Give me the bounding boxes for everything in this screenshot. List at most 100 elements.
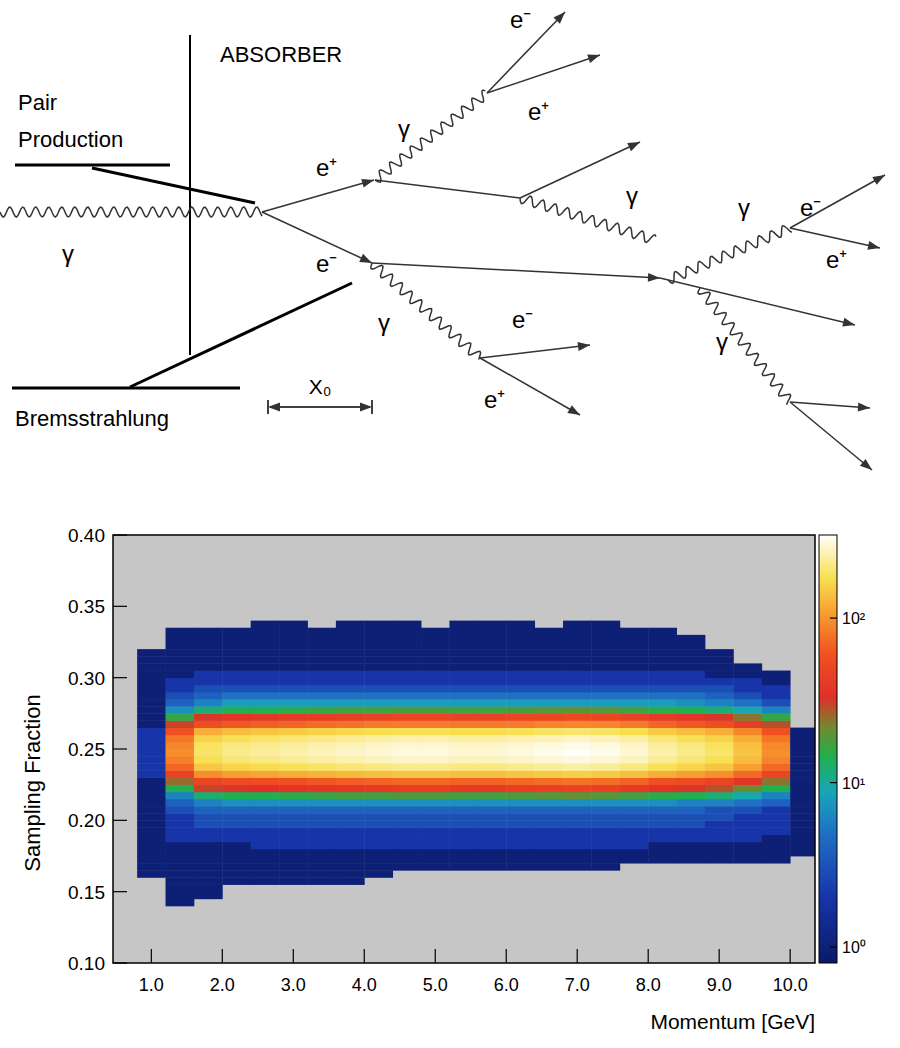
heatmap-cell — [307, 642, 336, 650]
heatmap-cell — [705, 778, 734, 786]
heatmap-cell — [677, 849, 706, 857]
heatmap-cell — [733, 656, 762, 664]
heatmap-cell — [506, 785, 535, 793]
heatmap-cell — [279, 778, 308, 786]
heatmap-cell — [307, 778, 336, 786]
heatmap-cell — [591, 649, 620, 657]
heatmap-cell — [137, 835, 166, 843]
arrow-head — [361, 179, 374, 188]
heatmap-cell — [194, 835, 223, 843]
heatmap-cell — [762, 885, 791, 893]
heatmap-cell — [591, 892, 620, 900]
heatmap-cell — [648, 642, 677, 650]
x-tick — [577, 949, 578, 963]
heatmap-cell — [535, 877, 564, 885]
heatmap-cell — [563, 685, 592, 693]
pair-production-label: Production — [18, 127, 123, 152]
heatmap-cell — [307, 699, 336, 707]
x-tick-label: 2.0 — [210, 975, 235, 995]
heatmap-cell — [648, 678, 677, 686]
heatmap-cell — [677, 870, 706, 878]
heatmap-cell — [563, 899, 592, 907]
heatmap-cell — [364, 749, 393, 757]
heatmap-cell — [733, 749, 762, 757]
pointer-line — [15, 164, 170, 167]
heatmap-cell — [166, 877, 195, 885]
heatmap-cell — [222, 628, 251, 636]
heatmap-cell — [194, 863, 223, 871]
heatmap-cell — [279, 692, 308, 700]
heatmap-cell — [563, 785, 592, 793]
heatmap-cell — [677, 842, 706, 850]
heatmap-cell — [563, 842, 592, 850]
heatmap-cell — [591, 770, 620, 778]
heatmap-cell — [307, 685, 336, 693]
heatmap-cell — [705, 899, 734, 907]
heatmap-cell — [307, 806, 336, 814]
heatmap-cell — [194, 770, 223, 778]
heatmap-cell — [563, 778, 592, 786]
heatmap-cell — [279, 806, 308, 814]
heatmap-cell — [478, 856, 507, 864]
heatmap-cell — [307, 820, 336, 828]
heatmap-cell — [762, 870, 791, 878]
heatmap-cell — [449, 685, 478, 693]
heatmap-cell — [563, 735, 592, 743]
arrow-head — [268, 403, 280, 412]
heatmap-cell — [307, 649, 336, 657]
heatmap-cell — [705, 685, 734, 693]
heatmap-cell — [790, 770, 815, 778]
heatmap-cell — [166, 785, 195, 793]
heatmap-cell — [364, 870, 393, 878]
heatmap-cell — [336, 792, 365, 800]
heatmap-cell — [733, 742, 762, 750]
y-tick-label: 0.35 — [68, 596, 105, 617]
heatmap-cell — [620, 692, 649, 700]
heatmap-cell — [478, 685, 507, 693]
heatmap-cell — [648, 770, 677, 778]
heatmap-cell — [733, 792, 762, 800]
heatmap-cell — [449, 656, 478, 664]
heatmap-cell — [591, 885, 620, 893]
heatmap-cell — [137, 713, 166, 721]
heatmap-cell — [222, 728, 251, 736]
heatmap-cell — [762, 663, 791, 671]
heatmap-cell — [478, 621, 507, 629]
heatmap-cell — [137, 742, 166, 750]
heatmap-cell — [421, 877, 450, 885]
y-tick-label: 0.30 — [68, 668, 105, 689]
heatmap-cell — [563, 635, 592, 643]
heatmap-cell — [591, 785, 620, 793]
photon-line — [375, 90, 485, 182]
heatmap-cell — [166, 649, 195, 657]
arrow-head — [872, 175, 885, 185]
particle-label: e⁺ — [826, 246, 847, 273]
heatmap-cell — [648, 735, 677, 743]
heatmap-cell — [137, 763, 166, 771]
heatmap-cell — [790, 856, 815, 864]
heatmap-cell — [648, 856, 677, 864]
heatmap-cell — [279, 870, 308, 878]
heatmap-cell — [733, 892, 762, 900]
heatmap-cell — [137, 799, 166, 807]
heatmap-cell — [506, 770, 535, 778]
heatmap-cell — [591, 663, 620, 671]
heatmap-cell — [591, 756, 620, 764]
heatmap-cell — [620, 649, 649, 657]
heatmap-cell — [677, 785, 706, 793]
heatmap-cell — [790, 628, 815, 636]
heatmap-cell — [393, 856, 422, 864]
heatmap-cell — [307, 749, 336, 757]
heatmap-cell — [449, 756, 478, 764]
heatmap-cell — [137, 720, 166, 728]
heatmap-cell — [733, 671, 762, 679]
heatmap-cell — [591, 842, 620, 850]
heatmap-cell — [705, 799, 734, 807]
heatmap-cell — [393, 628, 422, 636]
heatmap-cell — [279, 742, 308, 750]
heatmap-cell — [620, 742, 649, 750]
heatmap-cell — [648, 813, 677, 821]
heatmap-cell — [563, 742, 592, 750]
heatmap-cell — [194, 792, 223, 800]
heatmap-cell — [364, 642, 393, 650]
